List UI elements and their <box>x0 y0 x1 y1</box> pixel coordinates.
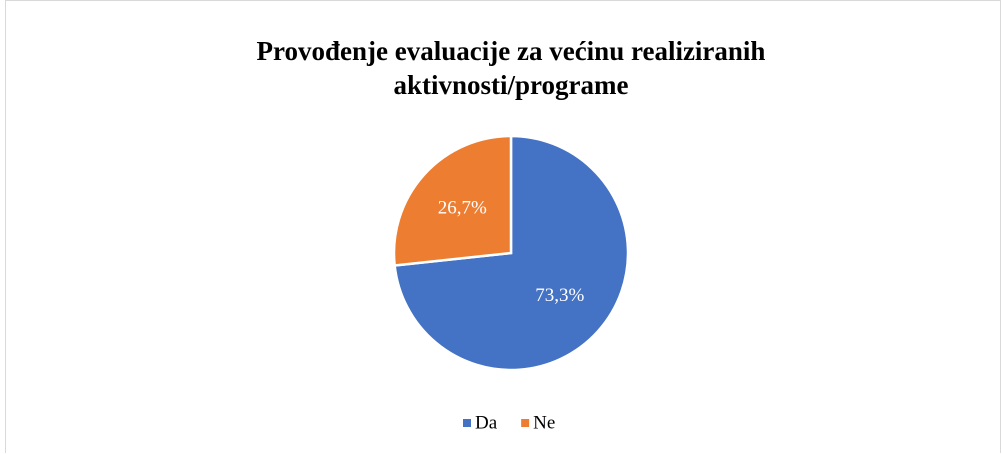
legend-swatch <box>521 419 530 427</box>
legend-swatch <box>463 419 471 427</box>
legend-label: Ne <box>533 412 555 433</box>
data-label: 73,3% <box>535 285 584 306</box>
chart-title: Provođenje evaluacije za većinu realizir… <box>256 36 766 100</box>
data-label: 26,7% <box>438 198 487 219</box>
legend-label: Da <box>475 412 498 433</box>
pie-slice <box>392 134 513 267</box>
chart-frame <box>5 0 1001 453</box>
